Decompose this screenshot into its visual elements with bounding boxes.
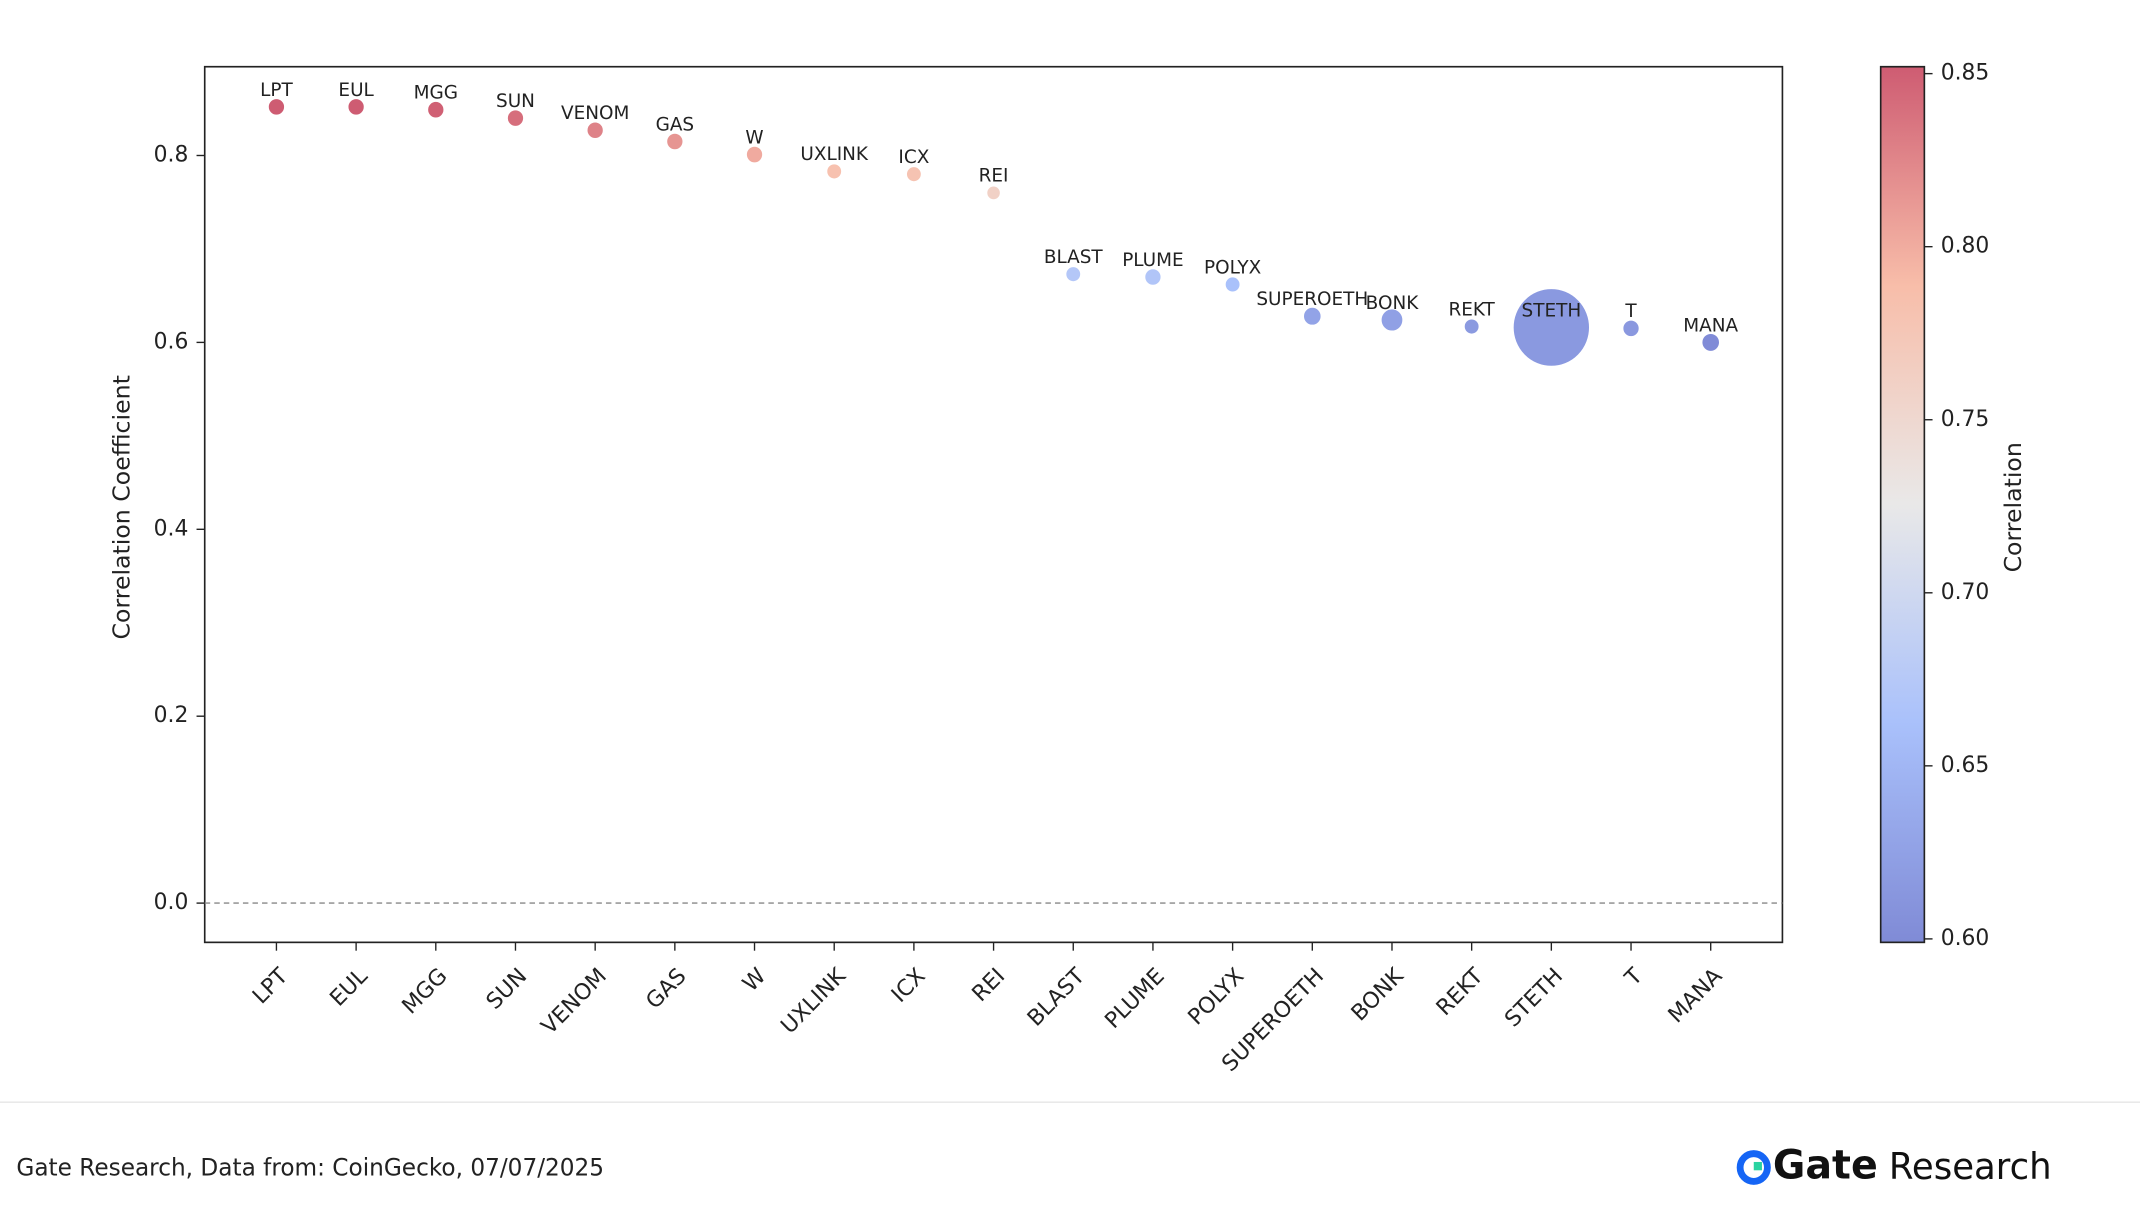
colorbar-frame	[1879, 65, 1926, 944]
x-tick-label: LPT	[248, 963, 293, 1009]
x-tick-label: SUN	[482, 964, 532, 1015]
x-tick-label: EUL	[326, 963, 374, 1012]
colorbar-tick-label: 0.80	[1941, 234, 1990, 259]
bubble	[1065, 266, 1082, 283]
colorbar-tick-label: 0.70	[1941, 580, 1990, 605]
x-tick-label: UXLINK	[777, 963, 852, 1039]
x-tick-label: MGG	[398, 964, 453, 1020]
bubble	[666, 132, 684, 151]
x-tick-label: STETH	[1500, 964, 1568, 1033]
colorbar-tick-label: 0.75	[1941, 407, 1990, 432]
y-axis-label: Correlation Coefficient	[107, 375, 135, 639]
bubble	[905, 166, 922, 183]
colorbar-tick-label: 0.65	[1941, 753, 1990, 778]
bubble	[267, 98, 286, 116]
colorbar-label: Correlation	[1999, 442, 2027, 572]
bubble	[1463, 318, 1480, 335]
point-label: MGG	[414, 82, 458, 103]
point-label: SUN	[496, 91, 535, 112]
bubble	[586, 121, 604, 140]
point-label: T	[1624, 301, 1637, 322]
x-tick-label: BONK	[1347, 963, 1409, 1026]
point-label: MANA	[1683, 315, 1738, 336]
bubble	[1302, 306, 1322, 326]
point-label: REKT	[1449, 299, 1496, 320]
point-label: POLYX	[1204, 257, 1262, 278]
colorbar-tick-label: 0.60	[1941, 926, 1990, 951]
point-label: ICX	[898, 147, 929, 168]
bubble	[986, 185, 1001, 201]
bubble	[745, 145, 764, 164]
x-tick-label: ICX	[887, 964, 930, 1008]
bubble	[1622, 319, 1640, 338]
x-tick-label: POLYX	[1184, 964, 1249, 1031]
x-tick-label: T	[1620, 963, 1648, 992]
point-label: VENOM	[561, 103, 629, 124]
bubble	[506, 109, 525, 128]
bubble	[1224, 276, 1241, 293]
point-label: GAS	[656, 114, 695, 135]
y-tick-label: 0.6	[154, 329, 189, 354]
logo-text: Gate	[1773, 1142, 1878, 1188]
bubble	[826, 163, 843, 180]
x-tick-label: REKT	[1432, 963, 1489, 1021]
y-tick-label: 0.2	[154, 703, 189, 728]
x-tick-label: W	[738, 964, 771, 998]
x-tick-label: PLUME	[1101, 964, 1170, 1034]
footer-source: Gate Research, Data from: CoinGecko, 07/…	[16, 1153, 604, 1181]
point-label: SUPEROETH	[1256, 289, 1368, 310]
colorbar-tick-label: 0.85	[1941, 61, 1990, 86]
logo: Gate Research	[1736, 1142, 2052, 1189]
point-label: EUL	[338, 80, 374, 101]
bubble	[347, 98, 365, 116]
logo-icon-accent	[1753, 1161, 1762, 1171]
bubble	[427, 100, 445, 119]
point-label: BLAST	[1044, 247, 1103, 268]
logo-suffix: Research	[1889, 1147, 2052, 1188]
point-label: BONK	[1366, 293, 1419, 314]
point-label: UXLINK	[800, 144, 868, 165]
point-label: W	[745, 127, 763, 148]
x-tick-label: REI	[968, 964, 1011, 1007]
colorbar	[1880, 66, 1925, 943]
bubble	[1144, 268, 1162, 286]
x-tick-label: BLAST	[1023, 963, 1090, 1031]
point-label: STETH	[1522, 300, 1582, 321]
bubble	[1512, 287, 1591, 367]
y-tick-label: 0.4	[154, 516, 189, 541]
y-tick-label: 0.8	[154, 142, 189, 167]
point-label: REI	[979, 166, 1009, 187]
logo-icon	[1736, 1150, 1771, 1185]
x-tick-label: GAS	[642, 964, 692, 1015]
x-tick-label: VENOM	[537, 964, 612, 1040]
bubble	[1380, 308, 1404, 332]
y-tick-label: 0.0	[154, 890, 189, 915]
point-label: PLUME	[1122, 250, 1183, 271]
bubble	[1701, 332, 1721, 352]
x-tick-label: MANA	[1664, 964, 1727, 1029]
point-label: LPT	[260, 80, 293, 101]
